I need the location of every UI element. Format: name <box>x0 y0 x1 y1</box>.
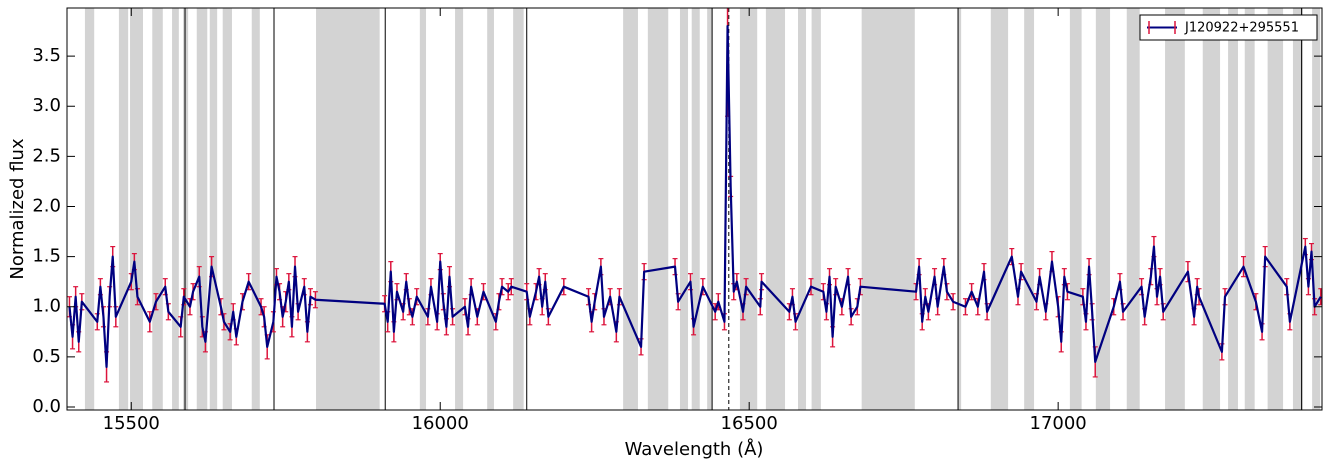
plot-frame <box>66 7 1323 411</box>
shaded-region <box>1312 8 1321 410</box>
shaded-region <box>765 8 786 410</box>
shaded-region <box>1126 8 1140 410</box>
shaded-region <box>1267 8 1284 410</box>
shaded-region <box>707 8 713 410</box>
y-tick-label: 2.0 <box>32 195 61 216</box>
shaded-region <box>513 8 524 410</box>
shaded-region <box>1292 8 1303 410</box>
shaded-region <box>990 8 1009 410</box>
shaded-region <box>196 8 208 410</box>
shaded-region <box>419 8 427 410</box>
y-tick-label: 0.0 <box>32 396 61 417</box>
shaded-region <box>1202 8 1221 410</box>
y-tick-label: 3.0 <box>32 95 61 116</box>
shaded-region <box>152 8 163 410</box>
y-tick-label: 1.0 <box>32 296 61 317</box>
y-tick-label: 2.5 <box>32 145 61 166</box>
shaded-region <box>1228 8 1238 410</box>
shaded-region <box>679 8 689 410</box>
legend-box <box>1139 14 1318 41</box>
shaded-region <box>251 8 260 410</box>
shaded-region <box>691 8 700 410</box>
shaded-region <box>172 8 179 410</box>
spectrum-line <box>68 24 1322 368</box>
legend-label: J120922+295551 <box>1184 21 1299 36</box>
shaded-region <box>84 8 95 410</box>
shaded-region <box>798 8 807 410</box>
shaded-region <box>623 8 638 410</box>
shaded-region <box>647 8 669 410</box>
shaded-region <box>1069 8 1082 410</box>
y-tick-label: 0.5 <box>32 346 61 367</box>
y-tick-label: 1.5 <box>32 246 61 267</box>
x-tick-label: 16000 <box>412 413 469 434</box>
error-bar <box>1318 288 1322 306</box>
plot-area <box>67 8 1322 410</box>
shaded-region <box>958 8 962 410</box>
x-tick-label: 17000 <box>1030 413 1087 434</box>
shaded-region <box>222 8 232 410</box>
x-tick-label: 16500 <box>721 413 778 434</box>
shaded-region <box>316 8 380 410</box>
shaded-region <box>811 8 821 410</box>
legend: J120922+295551 <box>1139 14 1318 41</box>
shaded-region <box>861 8 915 410</box>
shaded-region <box>209 8 218 410</box>
shaded-region <box>183 8 189 410</box>
y-tick-label: 3.5 <box>32 45 61 66</box>
shaded-region <box>1244 8 1255 410</box>
shaded-region <box>487 8 494 410</box>
shaded-region <box>1024 8 1035 410</box>
shaded-region <box>1095 8 1111 410</box>
shaded-region <box>739 8 758 410</box>
shaded-region <box>1165 8 1185 410</box>
shaded-region <box>455 8 464 410</box>
x-axis-label: Wavelength (Å) <box>625 438 764 460</box>
shaded-region <box>118 8 129 410</box>
x-tick-label: 15500 <box>103 413 160 434</box>
y-axis-label: Normalized flux <box>7 138 28 280</box>
shaded-region <box>130 8 144 410</box>
